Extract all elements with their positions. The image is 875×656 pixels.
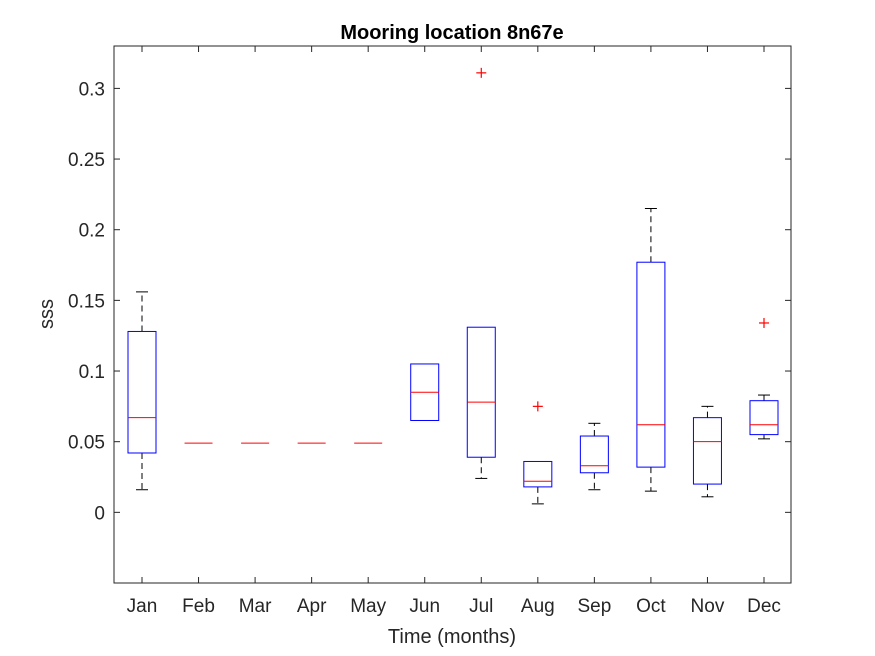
box-iqr	[523, 460, 553, 488]
chart-title: Mooring location 8n67e	[340, 22, 563, 44]
outlier-marker	[476, 67, 487, 78]
outlier-marker	[532, 401, 543, 412]
box-oct	[636, 208, 666, 492]
x-tick-label: Dec	[747, 596, 781, 617]
y-tick-label: 0.15	[68, 291, 105, 312]
y-tick-label: 0	[94, 503, 105, 524]
box-jan	[127, 291, 157, 491]
y-axis-label-group: sss	[36, 299, 58, 329]
box-dec	[749, 317, 779, 440]
y-tick-label: 0.1	[79, 362, 105, 383]
outlier-marker	[759, 317, 769, 328]
x-tick-label: Apr	[297, 596, 327, 617]
axes-frame	[113, 45, 792, 584]
x-axis-label: Time (months)	[388, 626, 516, 648]
x-tick-label: Sep	[577, 596, 611, 617]
x-tick-label: Feb	[182, 596, 215, 617]
ticks-layer: 0 0.05 0.1 0.15 0.2 0.25 0.3 Jan Feb Mar Apr May Jun…	[68, 46, 791, 617]
x-tick-label: Mar	[239, 596, 272, 617]
box-jun	[410, 363, 440, 421]
x-tick-label: Jul	[469, 596, 493, 617]
x-tick-label: Jan	[127, 596, 158, 617]
box-iqr	[127, 330, 157, 454]
box-jul	[466, 67, 496, 479]
box-iqr	[466, 326, 496, 458]
y-tick-label: 0.3	[79, 79, 105, 100]
y-tick-label: 0.05	[68, 433, 105, 454]
box-aug	[523, 401, 553, 505]
box-iqr	[579, 435, 609, 474]
x-tick-label: May	[350, 596, 386, 617]
y-tick-label: 0.2	[79, 221, 105, 242]
box-nov	[692, 405, 722, 498]
y-axis-label: sss	[36, 299, 58, 329]
box-sep	[579, 422, 609, 491]
x-tick-label: Jun	[409, 596, 440, 617]
marks-layer	[127, 67, 779, 505]
box-iqr	[749, 400, 779, 436]
plot-area	[114, 46, 791, 583]
box-iqr	[692, 417, 722, 485]
box-iqr	[636, 261, 666, 468]
x-tick-label: Oct	[636, 596, 666, 617]
x-tick-label: Aug	[521, 596, 555, 617]
y-tick-label: 0.25	[68, 150, 105, 171]
x-tick-label: Nov	[691, 596, 725, 617]
